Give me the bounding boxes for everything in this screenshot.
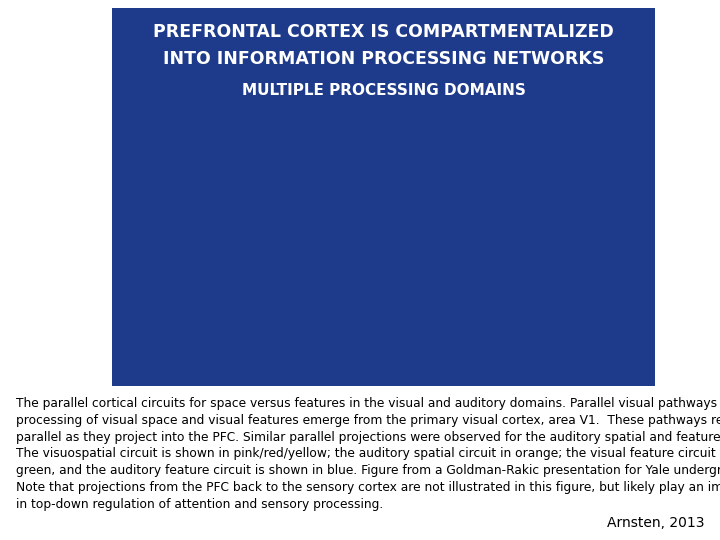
Polygon shape xyxy=(311,267,413,317)
Ellipse shape xyxy=(418,195,482,225)
Polygon shape xyxy=(209,203,273,230)
Text: PREFRONTAL CORTEX IS COMPARTMENTALIZED: PREFRONTAL CORTEX IS COMPARTMENTALIZED xyxy=(153,23,614,42)
Text: MULTIPLE PROCESSING DOMAINS: MULTIPLE PROCESSING DOMAINS xyxy=(242,83,526,98)
Polygon shape xyxy=(294,320,455,357)
Polygon shape xyxy=(413,227,482,260)
Ellipse shape xyxy=(233,250,292,277)
Polygon shape xyxy=(321,170,472,207)
Text: The parallel cortical circuits for space versus features in the visual and audit: The parallel cortical circuits for space… xyxy=(16,397,720,511)
Polygon shape xyxy=(241,207,305,237)
Text: V1: V1 xyxy=(546,254,573,273)
Text: Arnsten, 2013: Arnsten, 2013 xyxy=(607,516,704,530)
Ellipse shape xyxy=(351,251,399,276)
Polygon shape xyxy=(171,213,235,280)
Text: INTO INFORMATION PROCESSING NETWORKS: INTO INFORMATION PROCESSING NETWORKS xyxy=(163,50,605,69)
Text: ♪: ♪ xyxy=(153,275,168,299)
Ellipse shape xyxy=(238,244,276,262)
Polygon shape xyxy=(209,163,552,327)
